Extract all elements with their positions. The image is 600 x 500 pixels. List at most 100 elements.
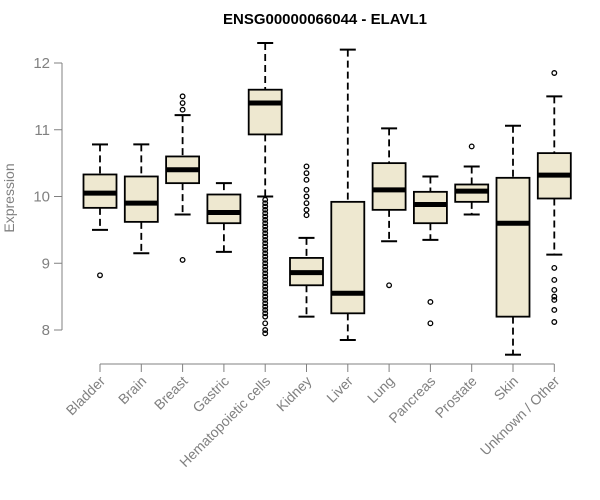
outlier-point (97, 272, 103, 279)
outlier-point (262, 206, 269, 213)
box-iqr (495, 176, 531, 318)
outlier-point (262, 280, 269, 287)
outlier-point (551, 297, 558, 303)
outlier-point (262, 310, 269, 317)
outlier-point (303, 176, 310, 183)
outlier-point (303, 212, 310, 219)
x-tick-label: Bladder (63, 373, 109, 419)
outlier-point (262, 220, 269, 227)
outlier-point (179, 93, 186, 100)
y-tick-label: 12 (33, 55, 50, 72)
x-tick-label: Liver (323, 373, 356, 406)
box-iqr (371, 162, 407, 211)
outlier-point (468, 143, 475, 150)
box-group (536, 70, 572, 325)
outlier-point (551, 287, 558, 293)
outlier-point (262, 260, 269, 267)
outlier-point (303, 163, 310, 170)
box-iqr (412, 190, 448, 225)
outlier-point (303, 170, 310, 177)
box-iqr (330, 200, 366, 315)
outlier-point (262, 256, 269, 263)
outlier-point (303, 186, 310, 193)
box-iqr (247, 88, 283, 136)
outlier-point (303, 200, 310, 207)
box-group (495, 124, 531, 356)
box-group (82, 143, 118, 279)
outlier-point (262, 196, 269, 203)
outlier-point (551, 70, 558, 76)
outlier-point (262, 313, 269, 320)
outlier-point (262, 290, 269, 297)
y-tick-label: 9 (42, 255, 50, 272)
outlier-point (551, 276, 558, 283)
outlier-point (262, 283, 269, 290)
outlier-point (262, 230, 269, 237)
outlier-point (386, 282, 393, 289)
outlier-point (262, 287, 269, 293)
outlier-point (262, 236, 269, 243)
x-tick-label: Kidney (273, 373, 315, 415)
y-axis-label: Expression (1, 163, 17, 232)
box-group (165, 93, 201, 263)
box-group (330, 48, 366, 342)
outlier-point (262, 266, 269, 273)
box-series (82, 41, 572, 356)
box-group (454, 143, 490, 216)
outlier-point (427, 299, 434, 305)
outlier-point (262, 200, 269, 207)
outlier-point (551, 319, 558, 325)
outlier-point (262, 307, 269, 313)
outlier-point (262, 293, 269, 300)
outlier-point (551, 293, 558, 300)
outlier-point (179, 256, 186, 263)
outlier-point (303, 206, 310, 213)
outlier-point (179, 106, 186, 113)
box-group (289, 163, 324, 318)
outlier-point (262, 253, 269, 260)
outlier-point (262, 250, 269, 257)
x-tick-label: Breast (151, 373, 191, 413)
outlier-point (262, 276, 269, 283)
outlier-point (262, 240, 269, 247)
box-iqr (123, 175, 159, 223)
x-tick-label: Brain (115, 373, 149, 407)
box-group (123, 143, 159, 255)
chart-title: ENSG00000066044 - ELAVL1 (223, 11, 427, 28)
x-tick-label: Skin (491, 373, 522, 404)
outlier-point (262, 223, 269, 230)
outlier-point (262, 226, 269, 233)
outlier-point (262, 303, 269, 310)
outlier-point (303, 193, 310, 200)
outlier-point (262, 213, 269, 220)
y-tick-label: 10 (33, 189, 50, 206)
box-iqr (206, 193, 242, 225)
outlier-point (262, 270, 269, 277)
outlier-point (551, 307, 558, 313)
box-group (412, 175, 448, 327)
outlier-point (262, 216, 269, 223)
outlier-point (262, 246, 269, 253)
outlier-point (262, 327, 269, 333)
outlier-point (262, 263, 269, 270)
outlier-point (262, 330, 269, 337)
outlier-point (427, 320, 434, 327)
outlier-point (262, 300, 269, 307)
outlier-point (262, 243, 269, 250)
y-tick-label: 8 (42, 322, 50, 339)
x-tick-label: Prostate (432, 373, 480, 421)
box-group (247, 41, 283, 337)
outlier-point (262, 210, 269, 217)
outlier-point (551, 264, 558, 271)
y-axis: 8 9 10 11 12 (33, 55, 63, 339)
outlier-point (262, 203, 269, 210)
box-group (206, 182, 242, 253)
y-tick-label: 11 (34, 122, 50, 139)
x-tick-label: Lung (364, 373, 397, 406)
outlier-point (262, 233, 269, 240)
outlier-point (262, 297, 269, 303)
outlier-point (179, 100, 186, 106)
outlier-point (262, 273, 269, 280)
